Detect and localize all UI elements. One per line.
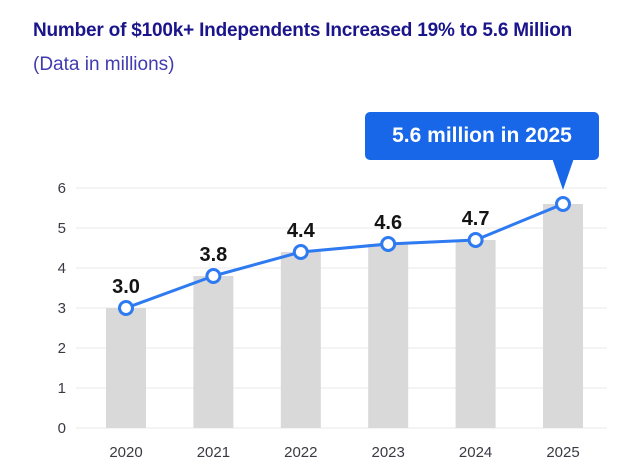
chart-title: Number of $100k+ Independents Increased …	[33, 20, 573, 41]
x-axis-tick-label: 2022	[284, 444, 317, 461]
data-point-marker	[205, 268, 222, 284]
y-axis-tick-label: 5	[58, 220, 66, 237]
x-axis-tick-label: 2025	[546, 444, 579, 461]
data-point-marker	[118, 300, 134, 316]
y-axis-tick-label: 4	[58, 260, 66, 277]
trend-line	[124, 202, 565, 310]
bar	[455, 240, 496, 428]
point-label: 3.8	[199, 244, 227, 266]
point-label: 3.0	[112, 276, 140, 298]
bar	[280, 252, 321, 428]
chart-subtitle: (Data in millions)	[33, 54, 175, 75]
data-point-marker	[292, 244, 309, 260]
annotation-pointer-icon	[552, 158, 574, 190]
bar	[368, 244, 409, 428]
data-point-marker	[380, 236, 397, 252]
data-point-marker	[467, 232, 484, 248]
annotation-callout: 5.6 million in 2025	[365, 112, 599, 190]
point-label: 4.4	[287, 220, 316, 242]
x-axis-tick-label: 2021	[197, 444, 230, 461]
y-axis-tick-label: 6	[58, 180, 66, 197]
point-label: 4.6	[374, 212, 402, 234]
y-axis-tick-label: 3	[58, 300, 66, 317]
annotation-text: 5.6 million in 2025	[392, 124, 572, 147]
point-label: 4.7	[462, 208, 490, 230]
bar	[193, 276, 234, 428]
y-axis-tick-label: 0	[58, 420, 66, 437]
data-point-marker	[555, 196, 571, 212]
bar	[543, 204, 583, 428]
bar	[106, 308, 146, 428]
y-axis-tick-label: 2	[58, 340, 66, 357]
x-axis-tick-label: 2020	[109, 444, 142, 461]
x-axis-tick-label: 2023	[372, 444, 405, 461]
y-axis-tick-label: 1	[58, 380, 66, 397]
x-axis-tick-label: 2024	[459, 444, 492, 461]
